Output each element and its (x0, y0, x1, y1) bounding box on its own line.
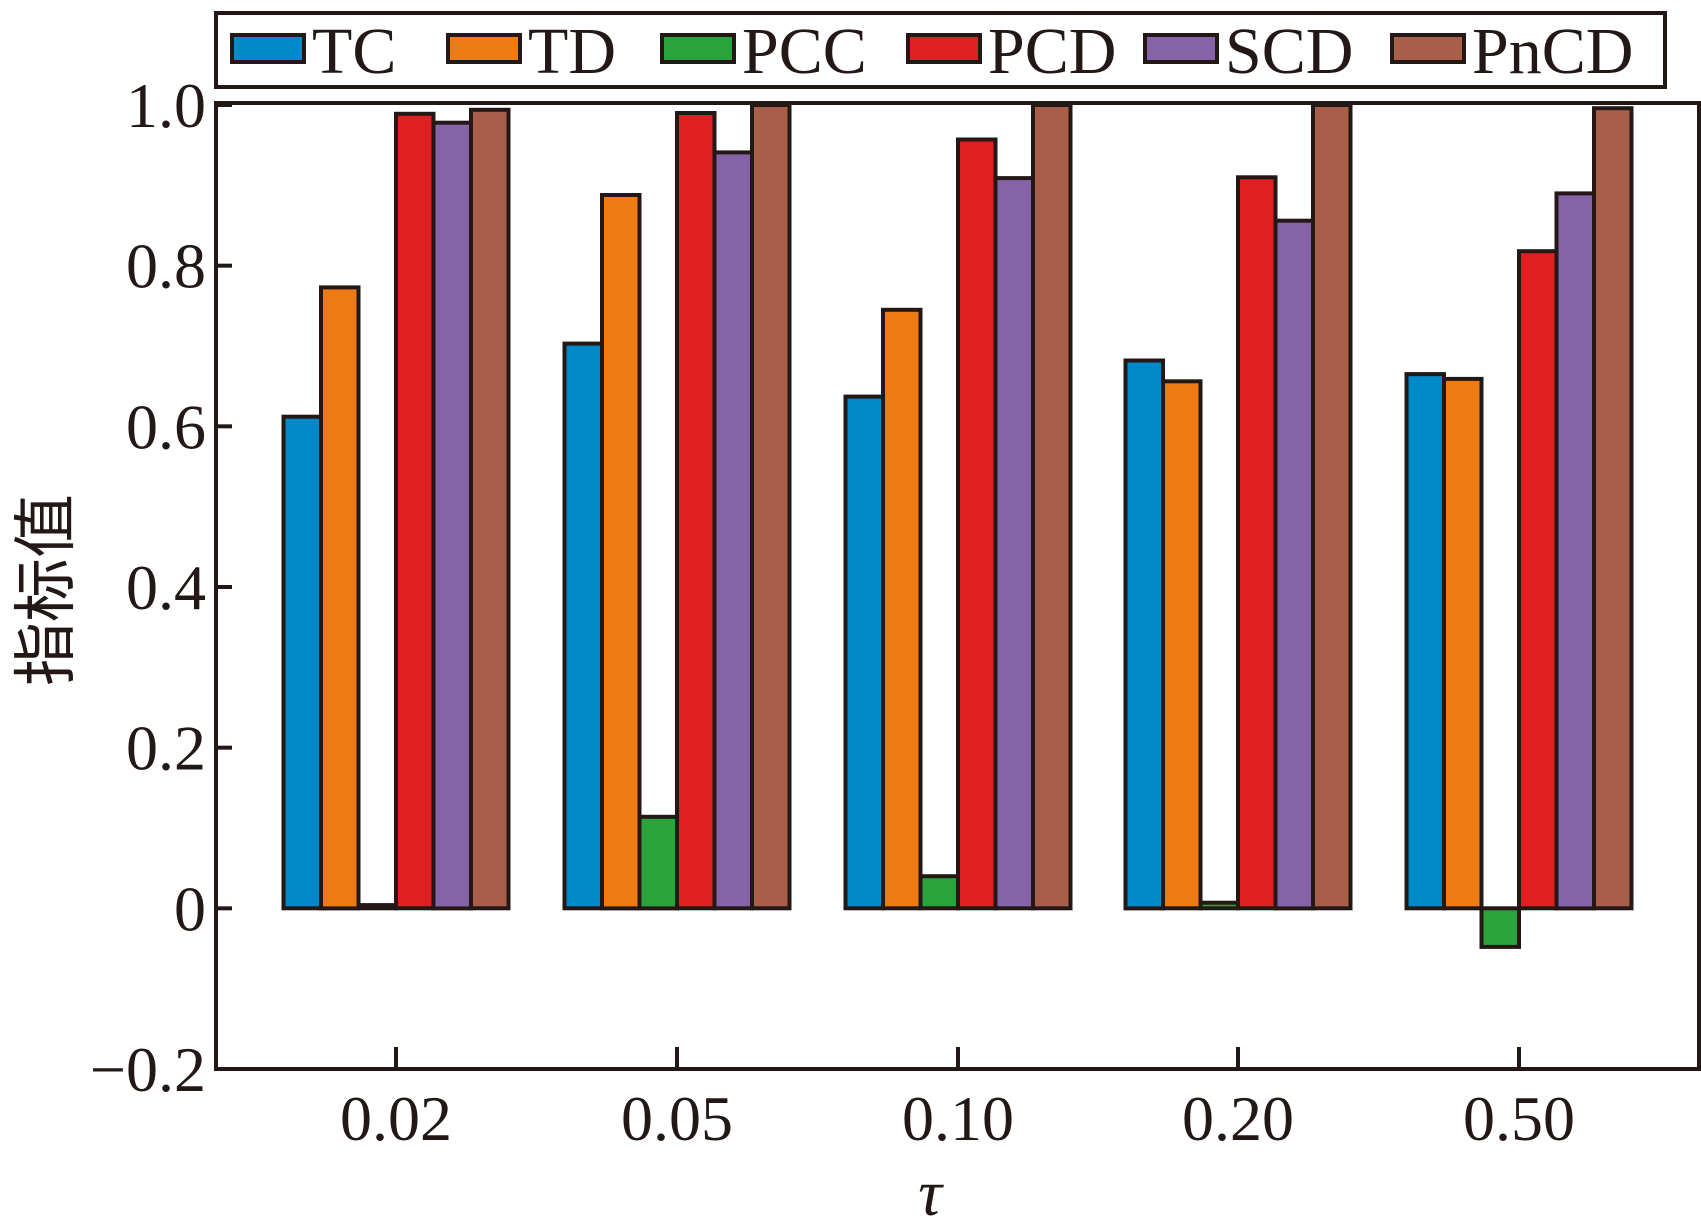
y-tick-label: 0.8 (126, 231, 206, 302)
legend-label-pcd: PCD (988, 15, 1116, 88)
y-tick-label: 0.4 (126, 552, 206, 623)
y-ticks: −0.2 0 0.2 0.4 0.6 0.8 1.0 (90, 70, 232, 1105)
legend-swatch-tc (230, 33, 306, 64)
bar-pncd-0.50 (1592, 106, 1634, 911)
bar-td-0.10 (881, 307, 923, 911)
y-tick-label: 0.2 (126, 713, 206, 784)
x-tick-label: 0.10 (902, 1083, 1014, 1154)
bar-pcc-0.10 (918, 874, 960, 911)
bar-scd-0.50 (1554, 191, 1596, 911)
bar-pcc-0.05 (637, 814, 679, 911)
y-tick-label: −0.2 (90, 1034, 206, 1105)
legend-label-td: TD (528, 15, 616, 88)
bar-pcd-0.05 (675, 111, 717, 911)
bar-scd-0.20 (1273, 218, 1315, 911)
x-tick-label: 0.50 (1463, 1083, 1575, 1154)
bar-tc-0.50 (1404, 372, 1446, 911)
bar-tc-0.10 (843, 394, 885, 911)
legend-swatch-pcc (660, 33, 736, 64)
y-tick-label: 0 (174, 873, 206, 944)
x-axis-title: τ (918, 1157, 944, 1225)
bar-pncd-0.02 (469, 107, 511, 911)
bar-td-0.20 (1161, 379, 1203, 911)
legend-label-pcc: PCC (742, 15, 867, 88)
legend-label-scd: SCD (1225, 15, 1353, 88)
bar-td-0.02 (319, 285, 361, 911)
bar-pncd-0.10 (1031, 103, 1073, 911)
legend-label-pncd: PnCD (1472, 15, 1633, 88)
bar-pcc-0.50 (1479, 906, 1521, 949)
bar-pcd-0.50 (1517, 249, 1559, 911)
x-tick-label: 0.02 (340, 1083, 452, 1154)
y-tick-label: 0.6 (126, 391, 206, 462)
bar-scd-0.05 (712, 150, 754, 911)
y-axis-title: 指标值 (10, 494, 84, 686)
bar-pcd-0.20 (1236, 175, 1278, 911)
bar-td-0.05 (600, 193, 642, 911)
bar-td-0.50 (1442, 376, 1484, 911)
bar-scd-0.10 (993, 176, 1035, 911)
legend-swatch-td (446, 33, 522, 64)
y-tick-label: 1.0 (126, 70, 206, 141)
bar-pncd-0.20 (1311, 103, 1353, 911)
legend-swatch-scd (1143, 33, 1219, 64)
x-tick-label: 0.20 (1182, 1083, 1294, 1154)
bar-tc-0.20 (1123, 358, 1165, 911)
legend-swatch-pcd (906, 33, 982, 64)
x-tick-label: 0.05 (621, 1083, 733, 1154)
legend-swatch-pncd (1390, 33, 1466, 64)
legend: TC TD PCC PCD SCD PnCD (214, 11, 1667, 89)
bar-pcd-0.02 (394, 111, 436, 911)
bar-tc-0.05 (562, 341, 604, 911)
bar-pncd-0.05 (750, 103, 792, 911)
bar-scd-0.02 (431, 120, 473, 911)
bar-tc-0.02 (281, 414, 323, 911)
bars (281, 103, 1634, 949)
legend-label-tc: TC (312, 15, 396, 88)
x-ticks: 0.02 0.05 0.10 0.20 0.50 (340, 1047, 1575, 1154)
bar-pcc-0.02 (356, 903, 398, 911)
bar-pcc-0.20 (1198, 900, 1240, 911)
bar-pcd-0.10 (956, 137, 998, 911)
